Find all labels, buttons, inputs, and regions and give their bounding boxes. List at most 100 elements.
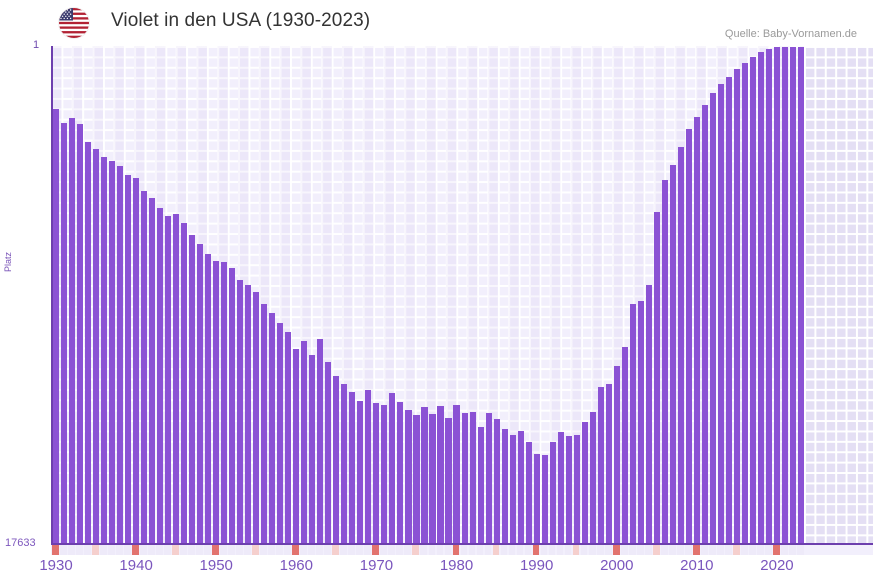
bar-1967[interactable] (349, 392, 356, 545)
bar-1939[interactable] (125, 175, 132, 545)
bar-1957[interactable] (269, 313, 276, 545)
bar-1975[interactable] (413, 415, 420, 545)
bar-1965[interactable] (333, 376, 340, 545)
bar-2011[interactable] (701, 105, 708, 545)
bar-1990[interactable] (533, 454, 540, 545)
bar-2012[interactable] (709, 93, 716, 545)
bar-1983[interactable] (477, 427, 484, 545)
bar-1949[interactable] (205, 254, 212, 545)
bar-2006[interactable] (661, 180, 668, 545)
bar-1931[interactable] (60, 123, 68, 545)
bar-1988[interactable] (517, 431, 524, 545)
bar-2020[interactable] (773, 47, 780, 545)
bar-2010[interactable] (693, 117, 700, 545)
bar-1981[interactable] (461, 413, 468, 545)
bar-1958[interactable] (277, 323, 284, 545)
bar-1980[interactable] (453, 405, 460, 545)
bar-1950[interactable] (213, 261, 220, 545)
bar-1934[interactable] (85, 142, 92, 545)
bar-1964[interactable] (325, 362, 332, 545)
bar-1976[interactable] (421, 407, 428, 545)
bar-1993[interactable] (557, 432, 564, 545)
bar-1999[interactable] (605, 384, 612, 545)
bar-2018[interactable] (757, 52, 764, 545)
bar-1989[interactable] (525, 442, 532, 545)
bar-1970[interactable] (373, 403, 380, 545)
bar-1955[interactable] (253, 292, 260, 545)
bar-1961[interactable] (301, 341, 308, 545)
bar-1992[interactable] (549, 442, 556, 545)
bar-2009[interactable] (685, 129, 692, 545)
bar-1962[interactable] (309, 355, 316, 545)
bar-1984[interactable] (485, 413, 492, 545)
bar-1952[interactable] (229, 268, 236, 545)
bar-2000[interactable] (613, 366, 620, 545)
bar-1930[interactable] (52, 109, 60, 545)
bar-1997[interactable] (589, 412, 596, 545)
bar-1977[interactable] (429, 414, 436, 545)
bar-1973[interactable] (397, 402, 404, 545)
bar-1935[interactable] (93, 149, 100, 545)
bar-1940[interactable] (133, 178, 140, 545)
bar-1943[interactable] (157, 208, 164, 545)
bar-2003[interactable] (637, 301, 644, 545)
bar-2008[interactable] (677, 147, 684, 545)
bar-2005[interactable] (653, 212, 660, 545)
bar-2023[interactable] (797, 47, 805, 545)
bar-1963[interactable] (317, 339, 324, 545)
bar-1951[interactable] (221, 262, 228, 545)
bar-2014[interactable] (725, 77, 732, 545)
bar-1991[interactable] (541, 455, 548, 545)
x-tick-marker-1934 (84, 545, 91, 555)
bar-1944[interactable] (165, 216, 172, 545)
bar-1959[interactable] (285, 332, 292, 545)
bar-1972[interactable] (389, 393, 396, 545)
bar-2019[interactable] (765, 49, 772, 545)
bar-1936[interactable] (101, 157, 108, 545)
bar-1954[interactable] (245, 285, 252, 545)
bar-1969[interactable] (365, 390, 372, 545)
bar-1938[interactable] (117, 166, 124, 545)
bar-1995[interactable] (573, 435, 580, 545)
bar-1982[interactable] (469, 412, 476, 545)
bar-1937[interactable] (109, 161, 116, 545)
x-tick-marker-1935 (92, 545, 99, 555)
bar-2004[interactable] (645, 285, 652, 545)
x-tick-marker-1933 (76, 545, 83, 555)
bar-1978[interactable] (437, 406, 444, 545)
bar-1953[interactable] (237, 280, 244, 545)
bar-1960[interactable] (293, 349, 300, 545)
bar-2022[interactable] (789, 47, 797, 545)
x-tick-marker-1988 (516, 545, 524, 555)
bar-1971[interactable] (381, 405, 388, 545)
bar-1979[interactable] (445, 418, 452, 545)
bar-1956[interactable] (261, 304, 268, 545)
bar-1996[interactable] (581, 422, 588, 545)
bar-1986[interactable] (501, 429, 508, 545)
bar-2021[interactable] (781, 47, 788, 545)
bar-1941[interactable] (141, 191, 148, 545)
bar-1994[interactable] (565, 436, 572, 545)
bar-1945[interactable] (173, 214, 180, 545)
bar-1987[interactable] (509, 435, 516, 545)
bar-2002[interactable] (629, 304, 636, 545)
x-tick-marker-1981 (460, 545, 468, 555)
bar-1942[interactable] (149, 198, 156, 545)
bar-1966[interactable] (341, 384, 348, 545)
bar-2015[interactable] (733, 69, 740, 545)
bar-1933[interactable] (76, 124, 84, 545)
bar-2001[interactable] (621, 347, 628, 545)
bar-1946[interactable] (181, 223, 188, 545)
bar-1947[interactable] (189, 235, 196, 545)
bar-1968[interactable] (357, 401, 364, 545)
bar-1948[interactable] (197, 244, 204, 545)
bar-2016[interactable] (741, 63, 748, 545)
bar-1985[interactable] (493, 419, 500, 545)
bar-2007[interactable] (669, 165, 676, 545)
bar-2013[interactable] (717, 84, 724, 545)
bar-2017[interactable] (749, 57, 756, 545)
bar-1998[interactable] (597, 387, 604, 545)
bar-1974[interactable] (405, 410, 412, 545)
x-tick-marker-2018 (756, 545, 764, 555)
bar-1932[interactable] (68, 118, 76, 545)
